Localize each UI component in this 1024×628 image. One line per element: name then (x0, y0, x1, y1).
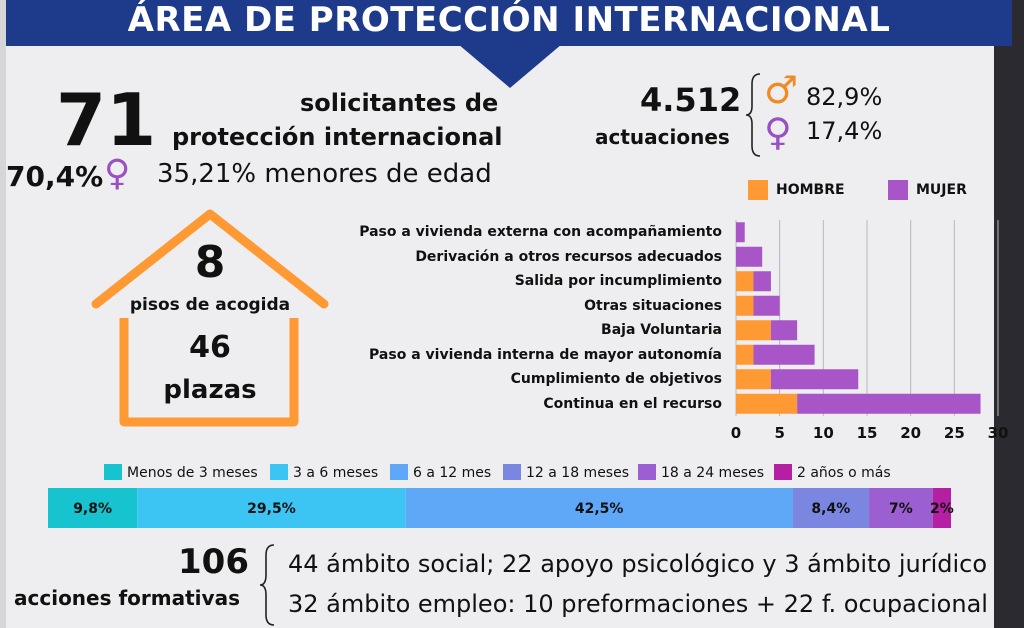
bar-hombre (736, 369, 771, 390)
duration-value-label: 8,4% (811, 501, 850, 517)
bar-mujer (770, 320, 798, 341)
x-tick-label: 25 (944, 424, 965, 442)
bar-mujer (753, 295, 780, 316)
page-title: ÁREA DE PROTECCIÓN INTERNACIONAL (127, 0, 891, 40)
legend-swatch-mujer (888, 180, 908, 200)
solicitantes-female-pct: 70,4% (6, 160, 104, 193)
duration-legend-swatch (270, 464, 288, 480)
title-banner-notch (458, 44, 562, 88)
acciones-brace (259, 544, 275, 626)
legend-swatch-hombre (748, 180, 768, 200)
duration-legend-label: Menos de 3 meses (127, 465, 258, 481)
duration-segment (48, 488, 138, 528)
acciones-line1: 44 ámbito social; 22 apoyo psicológico y… (288, 550, 988, 578)
male-icon: ♂ (764, 68, 799, 112)
solicitantes-minors: 35,21% menores de edad (157, 159, 492, 189)
duration-legend-item: 3 a 6 meses (270, 464, 378, 481)
solicitantes-label-line2: protección internacional (172, 123, 503, 151)
acciones-label: acciones formativas (14, 586, 240, 610)
duration-segment (869, 488, 933, 528)
duration-value-label: 2% (930, 501, 954, 517)
solicitantes-count: 71 (56, 78, 157, 162)
bar-hombre (736, 271, 754, 292)
duration-legend-swatch (638, 464, 656, 480)
duration-legend-item: 12 a 18 meses (503, 464, 629, 481)
duration-legend-item: 18 a 24 meses (638, 464, 764, 481)
category-label: Baja Voluntaria (601, 322, 722, 338)
x-tick-label: 30 (988, 424, 1009, 442)
x-tick-label: 10 (813, 424, 834, 442)
duration-segment (932, 488, 951, 528)
solicitantes-label-line1: solicitantes de (300, 89, 499, 117)
right-frame (994, 0, 1024, 628)
actuaciones-female-pct: 17,4% (806, 117, 883, 145)
x-tick-label: 20 (900, 424, 921, 442)
bar-mujer (753, 344, 815, 365)
duration-legend-swatch (503, 464, 521, 480)
acciones-count: 106 (178, 542, 249, 582)
bar-hombre (736, 344, 754, 365)
duration-legend-label: 2 años o más (797, 465, 891, 481)
pisos-label: pisos de acogida (129, 295, 291, 315)
bar-hombre (736, 295, 754, 316)
category-label: Otras situaciones (584, 298, 722, 314)
acciones-line2: 32 ámbito empleo: 10 preformaciones + 22… (288, 590, 988, 618)
duration-legend-label: 6 a 12 mes (413, 465, 492, 481)
duration-value-label: 9,8% (73, 501, 112, 517)
actions-bar-chart: 0 5 10 15 20 25 30 (731, 220, 1009, 442)
duration-value-label: 7% (889, 501, 913, 517)
duration-segment (792, 488, 870, 528)
legend-label-hombre: HOMBRE (776, 182, 845, 198)
left-frame (0, 0, 6, 628)
category-label: Paso a vivienda interna de mayor autonom… (369, 347, 722, 363)
duration-legend-swatch (390, 464, 408, 480)
duration-segment (137, 488, 406, 528)
duration-legend-label: 12 a 18 meses (526, 465, 630, 481)
plazas-count: 46 (189, 330, 231, 365)
female-icon: ♀ (104, 153, 131, 194)
duration-stacked-bar: 9,8% 29,5% 42,5% 8,4% 7% 2% (48, 488, 954, 528)
bar-mujer (797, 393, 981, 414)
x-tick-label: 0 (731, 424, 741, 442)
duration-legend-swatch (774, 464, 792, 480)
actuaciones-count: 4.512 (640, 81, 742, 119)
duration-legend-item: Menos de 3 meses (104, 464, 258, 481)
female-icon-actuaciones: ♀ (764, 110, 792, 154)
category-label: Derivación a otros recursos adecuados (415, 249, 722, 265)
duration-legend-label: 18 a 24 meses (661, 465, 765, 481)
actuaciones-brace (745, 73, 761, 157)
bar-mujer (753, 271, 771, 292)
duration-legend-item: 6 a 12 mes (390, 464, 491, 481)
house-icon (91, 209, 329, 427)
duration-legend-label: 3 a 6 meses (293, 465, 379, 481)
bar-mujer (736, 246, 763, 267)
duration-value-label: 42,5% (575, 501, 624, 517)
pisos-count: 8 (194, 237, 226, 288)
duration-value-label: 29,5% (247, 501, 296, 517)
duration-segment (405, 488, 793, 528)
actuaciones-label: actuaciones (595, 125, 730, 149)
x-tick-label: 5 (774, 424, 784, 442)
duration-legend-item: 2 años o más (774, 464, 891, 481)
category-label: Continua en el recurso (543, 396, 722, 412)
bar-mujer (736, 222, 745, 243)
category-label: Paso a vivienda externa con acompañamien… (359, 224, 722, 240)
plazas-label: plazas (163, 375, 257, 405)
x-tick-label: 15 (857, 424, 878, 442)
legend-label-mujer: MUJER (916, 182, 967, 198)
title-banner (6, 0, 1012, 46)
actuaciones-male-pct: 82,9% (806, 83, 883, 111)
category-label: Salida por incumplimiento (514, 273, 722, 289)
duration-legend-swatch (104, 464, 122, 480)
bar-hombre (736, 320, 771, 341)
category-label: Cumplimiento de objetivos (510, 371, 722, 387)
bar-hombre (736, 393, 798, 414)
bar-mujer (770, 369, 859, 390)
